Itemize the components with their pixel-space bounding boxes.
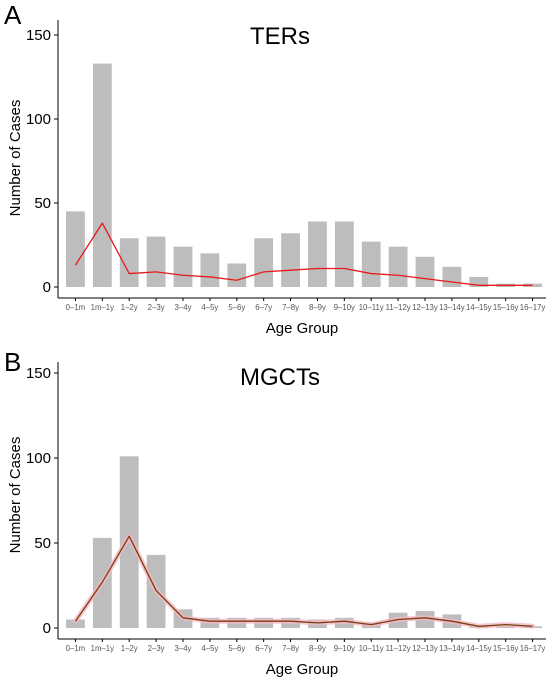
- x-tick-label: 3–4y: [175, 303, 192, 312]
- x-tick-label: 6–7y: [255, 303, 272, 312]
- x-tick-label: 5–6y: [228, 303, 245, 312]
- x-tick-label: 0–1m: [66, 644, 86, 653]
- bar-10–11y: [361, 241, 381, 287]
- x-tick-label: 4–5y: [201, 644, 218, 653]
- x-tick-label: 1m–1y: [91, 303, 115, 312]
- line-halo: [72, 533, 536, 629]
- y-tick-label: 150: [26, 27, 51, 44]
- bar-14–15y: [469, 276, 489, 287]
- bar-4–5y: [200, 253, 220, 287]
- y-tick-label: 100: [26, 450, 51, 467]
- x-tick-label: 1–2y: [121, 303, 138, 312]
- panel-letter: A: [4, 0, 22, 30]
- x-tick-label: 10–11y: [359, 303, 384, 312]
- bar-7–8y: [281, 233, 300, 287]
- x-tick-label: 8–9y: [309, 644, 326, 653]
- x-tick-label: 14–15y: [466, 303, 492, 312]
- x-tick-label: 3–4y: [175, 644, 192, 653]
- bar-11–12y: [388, 246, 408, 287]
- y-axis-title: Number of Cases: [7, 437, 24, 554]
- x-tick-label: 14–15y: [466, 644, 492, 653]
- x-tick-label: 7–8y: [282, 303, 299, 312]
- x-tick-label: 2–3y: [148, 303, 165, 312]
- x-tick-label: 12–13y: [412, 644, 438, 653]
- bar-1m–1y: [92, 63, 112, 288]
- bar-12–13y: [415, 256, 435, 287]
- x-tick-label: 13–14y: [439, 303, 465, 312]
- x-tick-label: 15–16y: [493, 303, 519, 312]
- bar-8–9y: [308, 221, 327, 287]
- bar-0–1m: [66, 211, 85, 287]
- bar-1–2y: [119, 238, 139, 287]
- x-tick-label: 5–6y: [228, 644, 245, 653]
- bar-9–10y: [334, 221, 354, 287]
- x-tick-label: 7–8y: [282, 644, 299, 653]
- bar-6–7y: [254, 238, 274, 287]
- x-tick-label: 13–14y: [439, 644, 465, 653]
- x-tick-label: 15–16y: [493, 644, 519, 653]
- y-axis-title: Number of Cases: [7, 100, 24, 217]
- trend-line: [74, 535, 533, 627]
- x-tick-label: 11–12y: [386, 303, 411, 312]
- bar-3–4y: [173, 246, 193, 287]
- x-tick-label: 4–5y: [201, 303, 218, 312]
- bar-2–3y: [146, 236, 166, 287]
- bar-1–2y: [119, 456, 139, 628]
- x-tick-label: 10–11y: [359, 644, 384, 653]
- x-tick-label: 0–1m: [66, 303, 86, 312]
- trend-line: [74, 222, 533, 286]
- x-tick-label: 16–17y: [520, 644, 546, 653]
- x-tick-label: 9–10y: [334, 644, 355, 653]
- panel-letter: B: [4, 347, 21, 377]
- chart-title: MGCTs: [240, 364, 320, 391]
- y-tick-label: 50: [34, 535, 51, 552]
- x-axis-title: Age Group: [266, 320, 339, 337]
- x-tick-label: 16–17y: [520, 303, 546, 312]
- x-tick-label: 6–7y: [255, 644, 272, 653]
- x-tick-label: 11–12y: [386, 644, 411, 653]
- chart-title: TERs: [250, 23, 310, 50]
- bar-13–14y: [442, 266, 462, 287]
- chart-panel-a: A TERs 0 50 100 150 0–1m 1m–1y 1–2y 2–3y 3–4y 4–5y 5…: [4, 0, 546, 337]
- x-tick-label: 12–13y: [412, 303, 438, 312]
- x-tick-label: 8–9y: [309, 303, 326, 312]
- x-tick-label: 1–2y: [121, 644, 138, 653]
- bar-5–6y: [227, 263, 247, 287]
- bar-15–16y: [496, 626, 516, 628]
- bar-0–1m: [66, 619, 85, 628]
- y-tick-label: 50: [34, 195, 51, 212]
- y-tick-label: 150: [26, 365, 51, 382]
- y-tick-label: 100: [26, 111, 51, 128]
- x-tick-label: 9–10y: [334, 303, 355, 312]
- chart-panel-b: B MGCTs 0 50 100 150 0–1m 1m–1y 1–2y 2–3y 3–4y 4–5y…: [4, 347, 546, 678]
- x-axis-title: Age Group: [266, 661, 339, 678]
- y-tick-label: 0: [43, 279, 51, 296]
- x-tick-label: 2–3y: [148, 644, 165, 653]
- x-tick-label: 1m–1y: [91, 644, 115, 653]
- y-tick-label: 0: [43, 620, 51, 637]
